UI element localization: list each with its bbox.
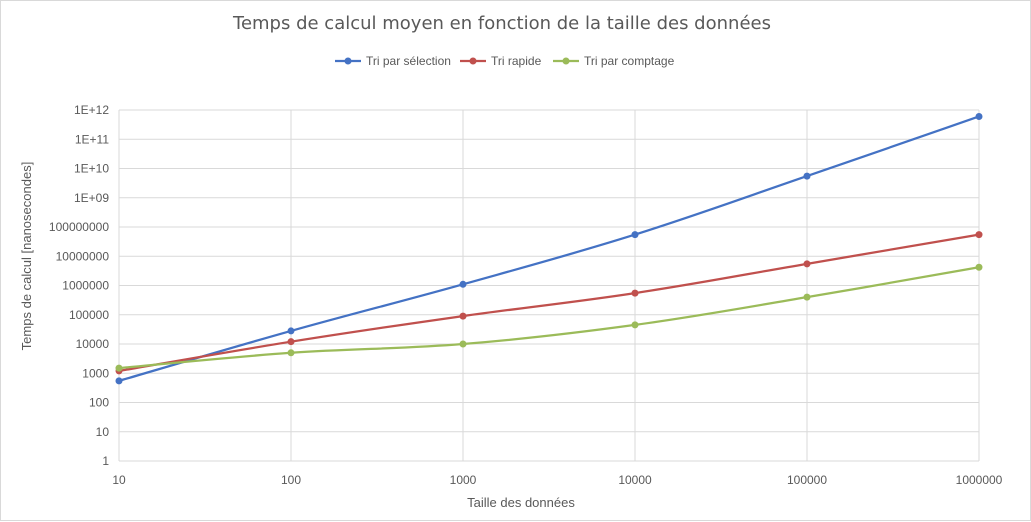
y-tick-label: 1000 (82, 366, 109, 380)
legend-marker (562, 57, 570, 65)
y-tick-label: 1E+10 (74, 162, 109, 176)
data-point (459, 280, 467, 288)
x-tick-label: 100 (281, 473, 301, 487)
legend-label: Tri par sélection (366, 54, 451, 68)
legend-marker (344, 57, 352, 65)
series-line (118, 115, 980, 382)
y-tick-label: 10 (96, 425, 110, 439)
x-tick-label: 10 (112, 473, 126, 487)
y-tick-label: 100000000 (49, 220, 109, 234)
y-tick-label: 1 (102, 454, 109, 468)
data-point (975, 231, 983, 239)
y-tick-label: 10000 (76, 337, 110, 351)
data-point (803, 260, 811, 268)
data-point (631, 231, 639, 239)
series-line (118, 266, 980, 370)
data-point (803, 172, 811, 180)
y-tick-label: 1E+12 (74, 103, 109, 117)
data-point (115, 377, 123, 385)
y-tick-label: 100000 (69, 308, 109, 322)
data-point (287, 327, 295, 335)
series-points (115, 112, 983, 385)
data-point (975, 263, 983, 271)
data-point (631, 321, 639, 329)
data-point (459, 340, 467, 348)
legend-label: Tri par comptage (584, 54, 675, 68)
data-point (287, 338, 295, 346)
legend-marker (469, 57, 477, 65)
y-tick-label: 1000000 (62, 279, 109, 293)
x-tick-label: 10000 (618, 473, 652, 487)
series-line (118, 233, 980, 373)
data-point (287, 349, 295, 357)
legend: Tri par sélection Tri rapide Tri par compt… (335, 54, 675, 68)
y-tick-label: 1E+09 (74, 191, 109, 205)
series-lines (118, 115, 980, 382)
x-tick-label: 100000 (787, 473, 827, 487)
y-axis-ticks: 1 10 100 1000 10000 100000 1000000 10000000 1000… (49, 103, 109, 468)
legend-label: Tri rapide (491, 54, 542, 68)
x-tick-label: 1000000 (956, 473, 1003, 487)
y-tick-label: 100 (89, 396, 109, 410)
data-point (631, 289, 639, 297)
data-point (803, 293, 811, 301)
data-point (975, 112, 983, 120)
x-axis-title: Taille des données (467, 495, 575, 510)
x-axis-ticks: 10 100 1000 10000 100000 1000000 (112, 473, 1002, 487)
y-tick-label: 10000000 (56, 249, 110, 263)
chart-title: Temps de calcul moyen en fonction de la … (232, 13, 771, 34)
y-tick-label: 1E+11 (75, 132, 109, 146)
data-point (459, 312, 467, 320)
y-axis-title: Temps de calcul [nanosecondes] (19, 162, 34, 351)
data-point (115, 364, 123, 372)
x-tick-label: 1000 (450, 473, 477, 487)
gridlines (118, 109, 980, 462)
